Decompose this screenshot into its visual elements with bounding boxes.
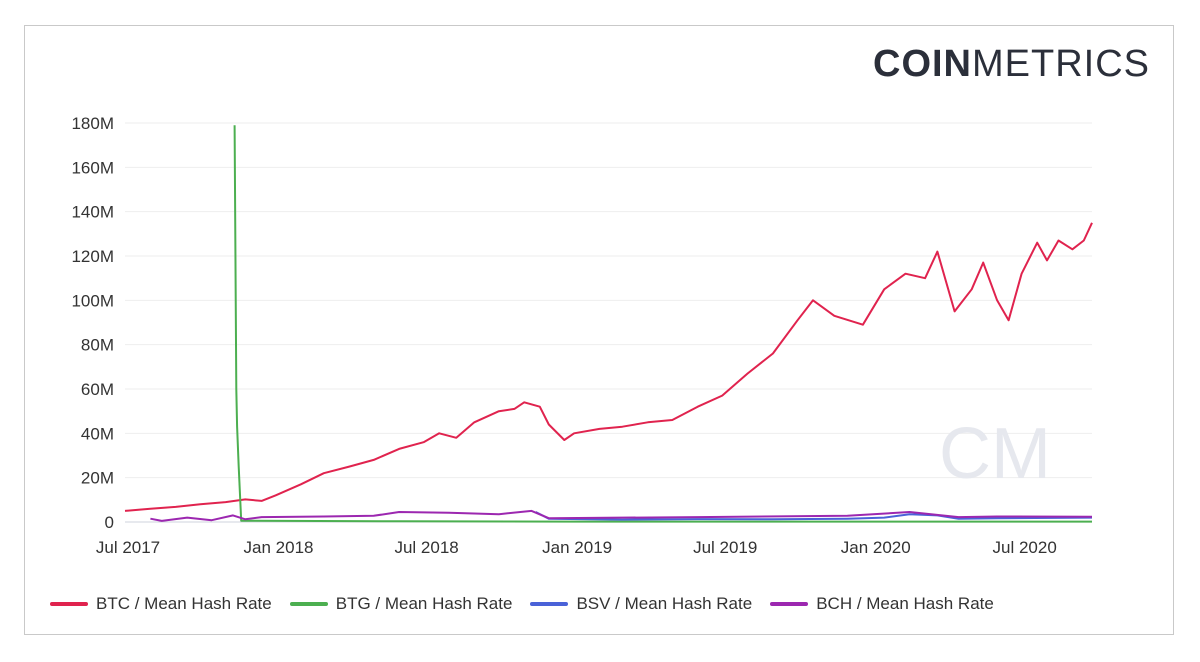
series-lines [124,125,1093,523]
legend-label: BCH / Mean Hash Rate [816,594,994,613]
legend-swatch [289,602,328,606]
x-tick-label: Jan 2018 [244,538,314,557]
y-tick-label: 100M [71,291,114,310]
x-tick-label: Jul 2019 [693,538,757,557]
legend-item-btc[interactable]: BTC / Mean Hash Rate [50,594,272,614]
x-tick-label: Jul 2017 [96,538,160,557]
y-tick-label: 140M [71,203,114,222]
y-tick-label: 160M [71,158,114,177]
coinmetrics-logo: COINMETRICS [873,43,1150,85]
legend-swatch [50,602,88,606]
y-tick-label: 0 [105,513,114,532]
legend-item-bch[interactable]: BCH / Mean Hash Rate [770,594,994,614]
x-tick-label: Jul 2018 [394,538,458,557]
x-axis-ticks: Jul 2017 Jan 2018 Jul 2018 Jan 2019 Jul 2019… [96,538,1057,557]
cm-watermark: CM [939,414,1051,494]
y-tick-label: 40M [81,424,114,443]
legend-label: BTC / Mean Hash Rate [96,594,272,613]
x-tick-label: Jan 2020 [841,538,911,557]
legend: BTC / Mean Hash Rate BTG / Mean Hash Rate… [50,594,994,614]
y-tick-label: 180M [71,114,114,133]
x-tick-label: Jan 2019 [542,538,612,557]
y-tick-label: 20M [81,469,114,488]
x-tick-label: Jul 2020 [993,538,1057,557]
legend-item-bsv[interactable]: BSV / Mean Hash Rate [530,594,752,614]
series-line-bsv [535,511,1093,521]
y-tick-label: 60M [81,380,114,399]
series-line-bch [150,509,1093,522]
legend-swatch [530,602,569,606]
legend-label: BTG / Mean Hash Rate [335,594,513,613]
y-axis-ticks: 0 20M 40M 60M 80M 100M 120M 140M 160M 180M [71,114,114,532]
series-line-btg [233,125,1092,523]
legend-label: BSV / Mean Hash Rate [576,594,753,613]
series-line-btc [124,222,1093,512]
chart-frame [24,25,1174,635]
legend-item-btg[interactable]: BTG / Mean Hash Rate [289,594,513,614]
y-tick-label: 80M [81,336,114,355]
y-tick-label: 120M [71,247,114,266]
legend-swatch [770,602,809,606]
